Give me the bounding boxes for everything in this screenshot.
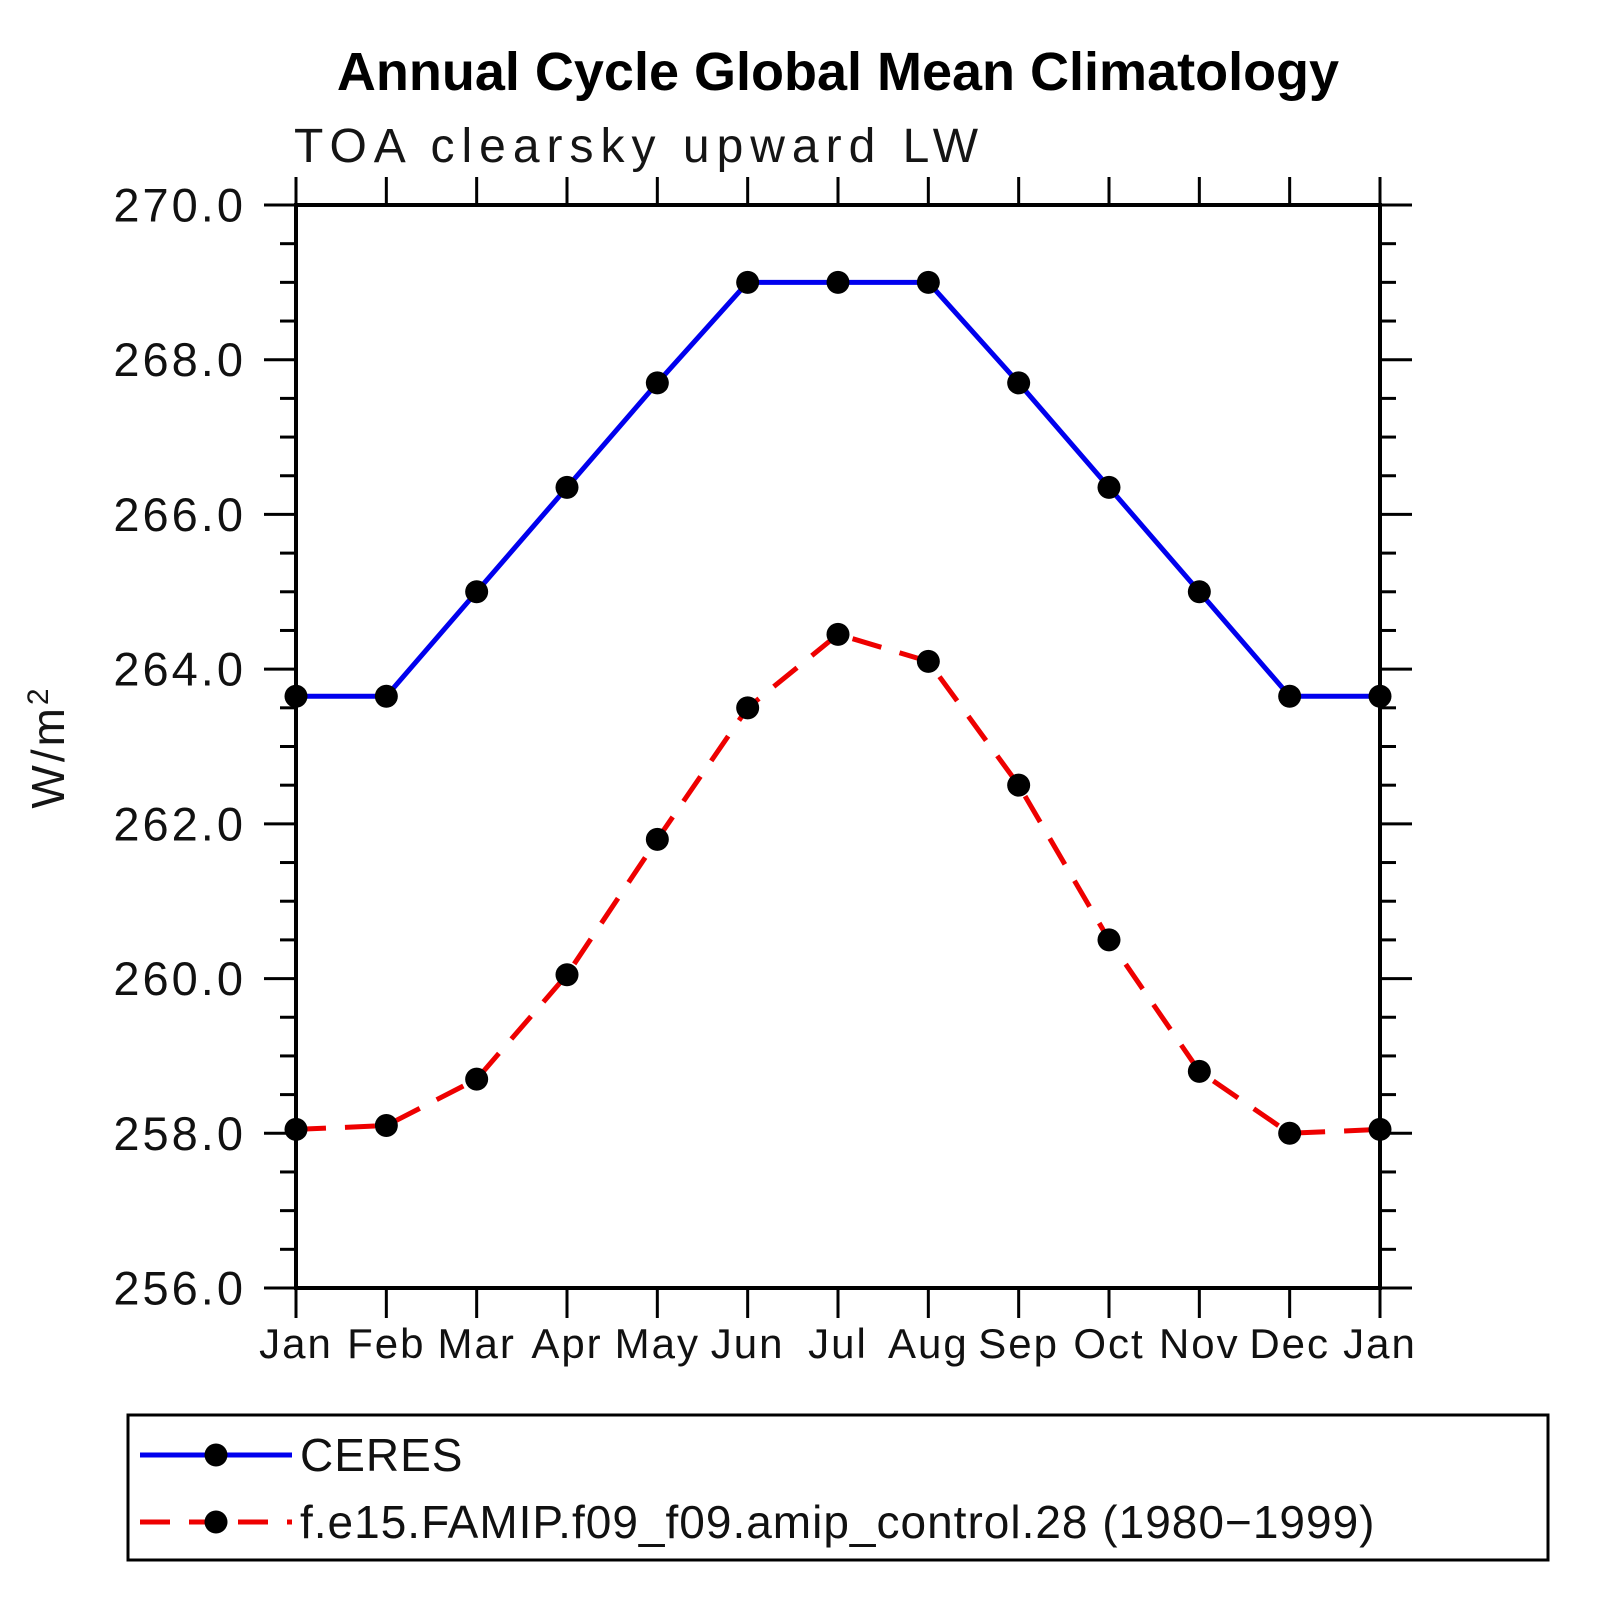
data-point-marker xyxy=(284,684,308,708)
data-point-marker xyxy=(1187,1059,1211,1083)
data-point-marker xyxy=(645,827,669,851)
legend-frame xyxy=(126,1413,1550,1562)
data-point-marker xyxy=(826,622,850,646)
data-point-marker xyxy=(736,696,760,720)
x-tick-label: Jun xyxy=(711,1320,785,1367)
data-point-marker xyxy=(284,1117,308,1141)
x-tick-label: Jan xyxy=(1343,1320,1417,1367)
svg-text:W/m2: W/m2 xyxy=(22,685,74,808)
x-tick-label: Nov xyxy=(1159,1320,1240,1367)
data-point-marker xyxy=(555,475,579,499)
x-tick-label: Apr xyxy=(531,1320,602,1367)
plot-area: 256.0 258.0 260.0 262.0 264.0 266.0 268.0 270.0… xyxy=(113,177,1417,1367)
data-point-marker xyxy=(645,371,669,395)
data-point-marker xyxy=(465,580,489,604)
y-axis-unit: W/m xyxy=(22,705,74,809)
data-point-marker xyxy=(1007,773,1031,797)
x-tick-label: Aug xyxy=(888,1320,969,1367)
chart-title: Annual Cycle Global Mean Climatology xyxy=(337,42,1339,102)
data-point-marker xyxy=(826,270,850,294)
data-point-marker xyxy=(736,270,760,294)
data-point-marker xyxy=(1278,684,1302,708)
y-axis-unit-exponent: 2 xyxy=(22,685,55,705)
data-point-marker xyxy=(465,1067,489,1091)
y-tick-label: 260.0 xyxy=(113,952,246,1005)
data-point-marker xyxy=(916,270,940,294)
data-point-marker xyxy=(1368,684,1392,708)
data-point-marker xyxy=(374,684,398,708)
x-tick-label: Jan xyxy=(259,1320,333,1367)
y-tick-label: 258.0 xyxy=(113,1107,246,1160)
data-point-marker xyxy=(916,649,940,673)
data-point-marker xyxy=(555,963,579,987)
y-axis-label: W/m2 xyxy=(22,685,74,808)
legend-box: CERES f.e15.FAMIP.f09_f09.amip_control.28… xyxy=(126,1413,1550,1562)
x-tick-label: Feb xyxy=(347,1320,425,1367)
legend-label: CERES xyxy=(300,1429,463,1481)
legend-marker xyxy=(204,1443,228,1467)
x-tick-label: Jul xyxy=(808,1320,868,1367)
data-point-marker xyxy=(374,1114,398,1138)
data-point-marker xyxy=(1097,475,1121,499)
legend-label: f.e15.FAMIP.f09_f09.amip_control.28 (198… xyxy=(300,1496,1375,1548)
y-tick-label: 268.0 xyxy=(113,333,246,386)
data-point-marker xyxy=(1278,1121,1302,1145)
x-tick-label: May xyxy=(615,1320,700,1367)
data-point-marker xyxy=(1007,371,1031,395)
y-tick-label: 262.0 xyxy=(113,797,246,850)
y-tick-label: 256.0 xyxy=(113,1262,246,1315)
y-tick-label: 270.0 xyxy=(113,179,246,232)
plot-frame xyxy=(294,203,1382,1290)
data-point-marker xyxy=(1368,1117,1392,1141)
data-point-marker xyxy=(1187,580,1211,604)
data-point-marker xyxy=(1097,928,1121,952)
y-tick-label: 266.0 xyxy=(113,488,246,541)
chart-subtitle: TOA clearsky upward LW xyxy=(294,120,985,173)
x-tick-label: Sep xyxy=(978,1320,1059,1367)
x-tick-label: Mar xyxy=(437,1320,515,1367)
series-line-model xyxy=(295,631,1381,1136)
x-tick-label: Oct xyxy=(1073,1320,1144,1367)
legend-marker xyxy=(204,1510,228,1534)
y-tick-label: 264.0 xyxy=(113,643,246,696)
x-tick-label: Dec xyxy=(1249,1320,1330,1367)
